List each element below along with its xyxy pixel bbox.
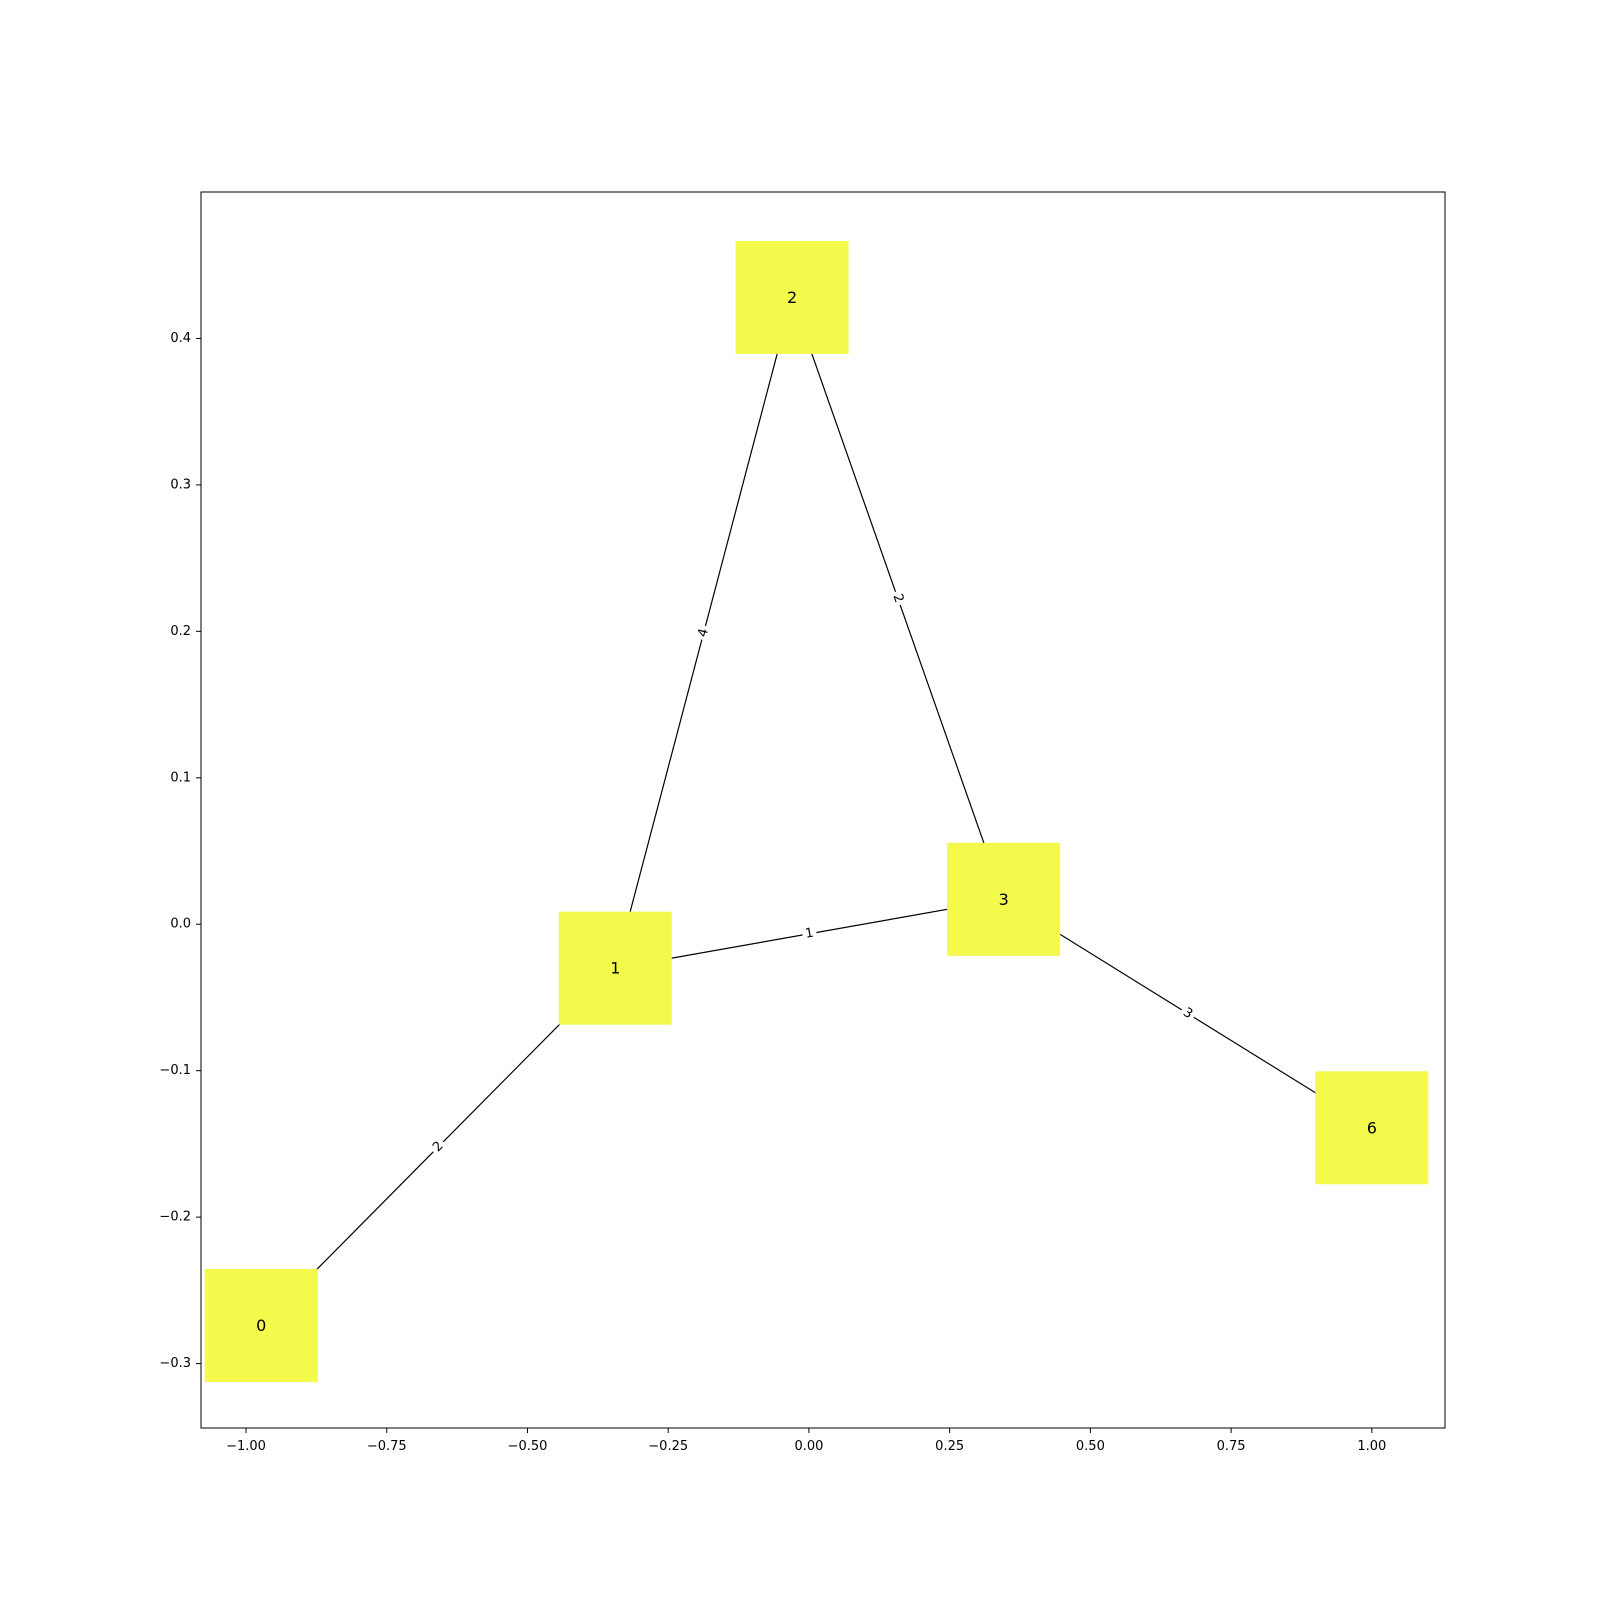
edge-label-group-1-2: 4 [694, 623, 714, 642]
node-label-0: 0 [256, 1316, 266, 1335]
edge-label-group-3-6: 3 [1177, 1003, 1198, 1025]
x-tick-label-5: 0.25 [935, 1439, 964, 1454]
node-label-3: 3 [999, 890, 1009, 909]
edge-label-bg-1-2 [694, 623, 714, 642]
edge-label-1-3: 1 [804, 926, 815, 942]
edge-labels-layer: 2 4 1 2 3 [427, 589, 1198, 1158]
ticks-layer: −1.00 −0.75 −0.50 −0.25 0.00 0.25 0.50 0.75 1.00… [159, 331, 1386, 1454]
y-tick-label-5: 0.2 [170, 624, 191, 639]
node-6 [1315, 1071, 1429, 1185]
axes-frame [200, 191, 1446, 1429]
edge-label-group-2-3: 2 [887, 589, 908, 608]
node-label-1: 1 [610, 959, 620, 978]
edge-label-bg-0-1 [427, 1136, 449, 1158]
x-tick-label-2: −0.50 [508, 1439, 548, 1454]
y-tick-label-3: 0.0 [170, 917, 191, 932]
y-tick-label-4: 0.1 [170, 770, 191, 785]
y-tick-label-2: −0.1 [159, 1063, 191, 1078]
x-tick-label-4: 0.00 [794, 1439, 823, 1454]
x-tick-label-1: −0.75 [367, 1439, 407, 1454]
edge-label-bg-1-3 [801, 924, 818, 943]
y-tick-label-6: 0.3 [170, 477, 191, 492]
node-3 [947, 842, 1061, 956]
x-tick-label-3: −0.25 [648, 1439, 688, 1454]
edge-label-group-0-1: 2 [427, 1136, 449, 1158]
node-2 [735, 240, 849, 354]
y-tick-label-1: −0.2 [159, 1210, 191, 1225]
nodes-layer: 0 1 2 3 6 [204, 240, 1429, 1382]
edge-label-bg-3-6 [1177, 1003, 1198, 1025]
x-tick-label-7: 0.75 [1217, 1439, 1246, 1454]
x-tick-label-0: −1.00 [226, 1439, 266, 1454]
y-tick-label-0: −0.3 [159, 1356, 191, 1371]
node-1 [558, 911, 672, 1025]
node-label-2: 2 [787, 288, 797, 307]
x-tick-label-8: 1.00 [1357, 1439, 1386, 1454]
node-0 [204, 1268, 318, 1382]
node-label-6: 6 [1367, 1118, 1377, 1137]
edge-label-1-2: 4 [695, 627, 712, 639]
x-tick-label-6: 0.50 [1076, 1439, 1105, 1454]
edge-label-bg-2-3 [887, 589, 908, 608]
edge-label-group-1-3: 1 [801, 924, 818, 943]
y-tick-label-7: 0.4 [170, 331, 191, 346]
